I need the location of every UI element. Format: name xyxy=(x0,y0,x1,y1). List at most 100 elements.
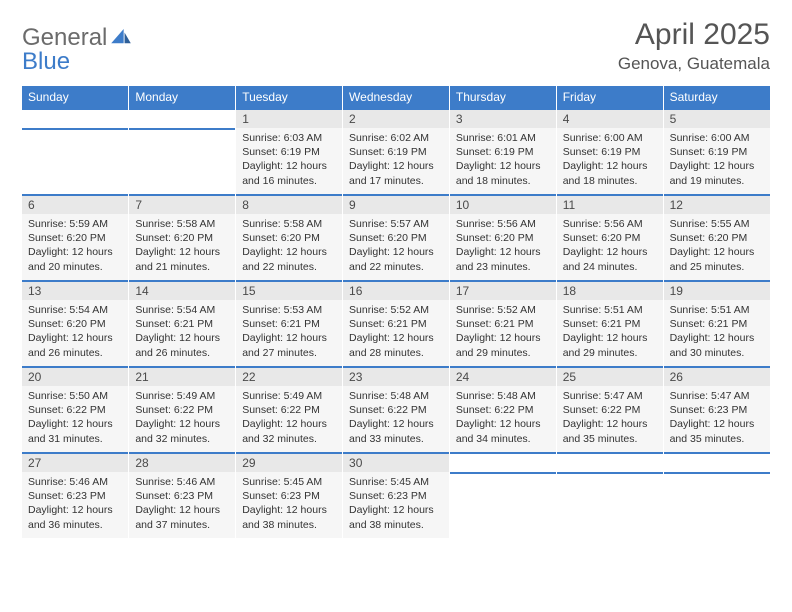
calendar-cell: 14Sunrise: 5:54 AMSunset: 6:21 PMDayligh… xyxy=(129,280,236,366)
day-number: 16 xyxy=(343,280,449,300)
day-number: 13 xyxy=(22,280,128,300)
calendar-cell: 6Sunrise: 5:59 AMSunset: 6:20 PMDaylight… xyxy=(22,194,129,280)
calendar-row: 1Sunrise: 6:03 AMSunset: 6:19 PMDaylight… xyxy=(22,108,770,194)
weekday-header: Wednesday xyxy=(343,86,450,108)
brand-word-2: Blue xyxy=(22,50,131,74)
day-number: 29 xyxy=(236,452,342,472)
calendar-cell: 26Sunrise: 5:47 AMSunset: 6:23 PMDayligh… xyxy=(663,366,770,452)
day-detail: Sunrise: 5:54 AMSunset: 6:21 PMDaylight:… xyxy=(129,300,235,366)
day-detail: Sunrise: 6:02 AMSunset: 6:19 PMDaylight:… xyxy=(343,128,449,194)
calendar-cell: 22Sunrise: 5:49 AMSunset: 6:22 PMDayligh… xyxy=(236,366,343,452)
month-title: April 2025 xyxy=(618,18,770,52)
day-number: 3 xyxy=(450,108,556,128)
calendar-cell: 23Sunrise: 5:48 AMSunset: 6:22 PMDayligh… xyxy=(343,366,450,452)
day-detail xyxy=(22,128,128,194)
day-detail: Sunrise: 5:58 AMSunset: 6:20 PMDaylight:… xyxy=(236,214,342,280)
day-number: 23 xyxy=(343,366,449,386)
calendar-cell: 16Sunrise: 5:52 AMSunset: 6:21 PMDayligh… xyxy=(343,280,450,366)
day-detail: Sunrise: 5:45 AMSunset: 6:23 PMDaylight:… xyxy=(236,472,342,538)
day-detail: Sunrise: 5:50 AMSunset: 6:22 PMDaylight:… xyxy=(22,386,128,452)
day-detail: Sunrise: 5:48 AMSunset: 6:22 PMDaylight:… xyxy=(450,386,556,452)
day-number: 7 xyxy=(129,194,235,214)
calendar-cell xyxy=(22,108,129,194)
calendar-cell: 21Sunrise: 5:49 AMSunset: 6:22 PMDayligh… xyxy=(129,366,236,452)
calendar-cell: 28Sunrise: 5:46 AMSunset: 6:23 PMDayligh… xyxy=(129,452,236,538)
day-detail: Sunrise: 5:46 AMSunset: 6:23 PMDaylight:… xyxy=(129,472,235,538)
day-detail: Sunrise: 5:54 AMSunset: 6:20 PMDaylight:… xyxy=(22,300,128,366)
day-number xyxy=(450,452,556,472)
day-detail: Sunrise: 6:01 AMSunset: 6:19 PMDaylight:… xyxy=(450,128,556,194)
day-detail: Sunrise: 5:59 AMSunset: 6:20 PMDaylight:… xyxy=(22,214,128,280)
calendar-cell: 17Sunrise: 5:52 AMSunset: 6:21 PMDayligh… xyxy=(449,280,556,366)
calendar-cell: 11Sunrise: 5:56 AMSunset: 6:20 PMDayligh… xyxy=(556,194,663,280)
calendar-cell: 12Sunrise: 5:55 AMSunset: 6:20 PMDayligh… xyxy=(663,194,770,280)
calendar-cell: 4Sunrise: 6:00 AMSunset: 6:19 PMDaylight… xyxy=(556,108,663,194)
day-number: 17 xyxy=(450,280,556,300)
day-number: 27 xyxy=(22,452,128,472)
calendar-body: 1Sunrise: 6:03 AMSunset: 6:19 PMDaylight… xyxy=(22,108,770,538)
day-number: 26 xyxy=(664,366,770,386)
calendar-table: SundayMondayTuesdayWednesdayThursdayFrid… xyxy=(22,86,770,538)
calendar-cell: 3Sunrise: 6:01 AMSunset: 6:19 PMDaylight… xyxy=(449,108,556,194)
day-number: 24 xyxy=(450,366,556,386)
calendar-cell: 15Sunrise: 5:53 AMSunset: 6:21 PMDayligh… xyxy=(236,280,343,366)
day-number: 9 xyxy=(343,194,449,214)
day-number: 10 xyxy=(450,194,556,214)
day-detail: Sunrise: 6:00 AMSunset: 6:19 PMDaylight:… xyxy=(664,128,770,194)
day-detail: Sunrise: 5:57 AMSunset: 6:20 PMDaylight:… xyxy=(343,214,449,280)
day-detail xyxy=(450,472,556,538)
calendar-cell: 9Sunrise: 5:57 AMSunset: 6:20 PMDaylight… xyxy=(343,194,450,280)
calendar-header-row: SundayMondayTuesdayWednesdayThursdayFrid… xyxy=(22,86,770,108)
location: Genova, Guatemala xyxy=(618,54,770,74)
day-detail: Sunrise: 5:56 AMSunset: 6:20 PMDaylight:… xyxy=(450,214,556,280)
calendar-cell: 2Sunrise: 6:02 AMSunset: 6:19 PMDaylight… xyxy=(343,108,450,194)
day-detail: Sunrise: 5:56 AMSunset: 6:20 PMDaylight:… xyxy=(557,214,663,280)
day-number: 8 xyxy=(236,194,342,214)
topbar: GeneralBlue April 2025 Genova, Guatemala xyxy=(22,18,770,74)
calendar-cell: 30Sunrise: 5:45 AMSunset: 6:23 PMDayligh… xyxy=(343,452,450,538)
calendar-cell: 10Sunrise: 5:56 AMSunset: 6:20 PMDayligh… xyxy=(449,194,556,280)
day-number: 22 xyxy=(236,366,342,386)
day-detail: Sunrise: 5:49 AMSunset: 6:22 PMDaylight:… xyxy=(236,386,342,452)
brand-logo: GeneralBlue xyxy=(22,26,131,74)
calendar-cell: 20Sunrise: 5:50 AMSunset: 6:22 PMDayligh… xyxy=(22,366,129,452)
day-detail: Sunrise: 5:52 AMSunset: 6:21 PMDaylight:… xyxy=(450,300,556,366)
day-number: 21 xyxy=(129,366,235,386)
calendar-cell: 19Sunrise: 5:51 AMSunset: 6:21 PMDayligh… xyxy=(663,280,770,366)
day-detail: Sunrise: 5:55 AMSunset: 6:20 PMDaylight:… xyxy=(664,214,770,280)
calendar-cell: 27Sunrise: 5:46 AMSunset: 6:23 PMDayligh… xyxy=(22,452,129,538)
day-detail: Sunrise: 5:52 AMSunset: 6:21 PMDaylight:… xyxy=(343,300,449,366)
weekday-header: Tuesday xyxy=(236,86,343,108)
day-detail: Sunrise: 5:51 AMSunset: 6:21 PMDaylight:… xyxy=(664,300,770,366)
day-number: 28 xyxy=(129,452,235,472)
day-detail: Sunrise: 6:00 AMSunset: 6:19 PMDaylight:… xyxy=(557,128,663,194)
day-number: 1 xyxy=(236,108,342,128)
day-number: 2 xyxy=(343,108,449,128)
sail-icon xyxy=(111,26,131,50)
day-detail: Sunrise: 6:03 AMSunset: 6:19 PMDaylight:… xyxy=(236,128,342,194)
weekday-header: Friday xyxy=(556,86,663,108)
calendar-row: 6Sunrise: 5:59 AMSunset: 6:20 PMDaylight… xyxy=(22,194,770,280)
weekday-header: Saturday xyxy=(663,86,770,108)
day-number: 30 xyxy=(343,452,449,472)
day-number: 12 xyxy=(664,194,770,214)
day-number xyxy=(557,452,663,472)
brand-word-1: General xyxy=(22,26,107,50)
day-number xyxy=(664,452,770,472)
day-detail xyxy=(664,472,770,538)
calendar-cell: 1Sunrise: 6:03 AMSunset: 6:19 PMDaylight… xyxy=(236,108,343,194)
calendar-cell xyxy=(129,108,236,194)
calendar-cell: 7Sunrise: 5:58 AMSunset: 6:20 PMDaylight… xyxy=(129,194,236,280)
calendar-cell: 8Sunrise: 5:58 AMSunset: 6:20 PMDaylight… xyxy=(236,194,343,280)
day-number: 4 xyxy=(557,108,663,128)
day-detail: Sunrise: 5:51 AMSunset: 6:21 PMDaylight:… xyxy=(557,300,663,366)
calendar-cell: 24Sunrise: 5:48 AMSunset: 6:22 PMDayligh… xyxy=(449,366,556,452)
day-number: 15 xyxy=(236,280,342,300)
calendar-cell: 29Sunrise: 5:45 AMSunset: 6:23 PMDayligh… xyxy=(236,452,343,538)
day-number: 25 xyxy=(557,366,663,386)
day-detail: Sunrise: 5:49 AMSunset: 6:22 PMDaylight:… xyxy=(129,386,235,452)
calendar-cell: 25Sunrise: 5:47 AMSunset: 6:22 PMDayligh… xyxy=(556,366,663,452)
calendar-cell: 5Sunrise: 6:00 AMSunset: 6:19 PMDaylight… xyxy=(663,108,770,194)
calendar-cell xyxy=(663,452,770,538)
calendar-row: 13Sunrise: 5:54 AMSunset: 6:20 PMDayligh… xyxy=(22,280,770,366)
